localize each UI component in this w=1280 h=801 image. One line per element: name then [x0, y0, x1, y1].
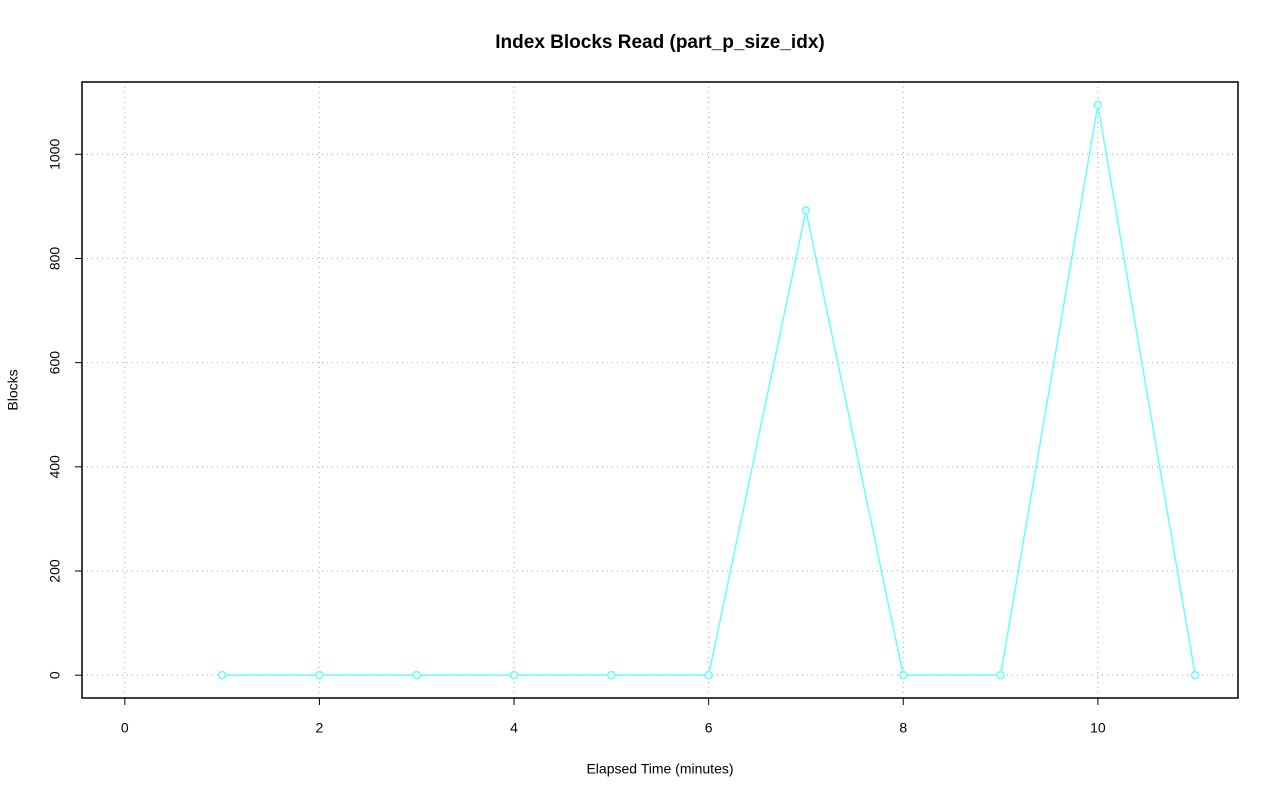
- y-tick-label: 400: [47, 455, 63, 479]
- x-tick-label: 0: [121, 720, 129, 736]
- point: [1190, 670, 1200, 680]
- y-tick-label: 0: [47, 671, 63, 679]
- plot-frame: [81, 81, 1239, 699]
- x-tick-label: 2: [316, 720, 324, 736]
- point: [1093, 100, 1103, 110]
- x-tick-label: 4: [510, 720, 518, 736]
- series-line: [222, 104, 1196, 676]
- y-tick-label: 1000: [47, 139, 63, 170]
- x-tick-label: 8: [899, 720, 907, 736]
- y-tick-label: 600: [47, 351, 63, 375]
- point: [217, 670, 227, 680]
- point: [704, 670, 713, 680]
- y-axis-label: Blocks: [5, 369, 21, 410]
- chart-title: Index Blocks Read (part_p_size_idx): [495, 32, 824, 53]
- point: [996, 670, 1005, 680]
- y-tick-label: 200: [47, 559, 63, 583]
- point: [801, 206, 811, 215]
- point: [899, 670, 908, 680]
- x-tick-label: 10: [1090, 720, 1106, 736]
- point: [607, 670, 616, 680]
- x-tick-label: 6: [705, 720, 713, 736]
- point: [315, 670, 324, 680]
- x-axis-label: Elapsed Time (minutes): [586, 761, 733, 777]
- point: [509, 670, 519, 680]
- point: [412, 670, 421, 680]
- y-tick-label: 800: [47, 247, 63, 271]
